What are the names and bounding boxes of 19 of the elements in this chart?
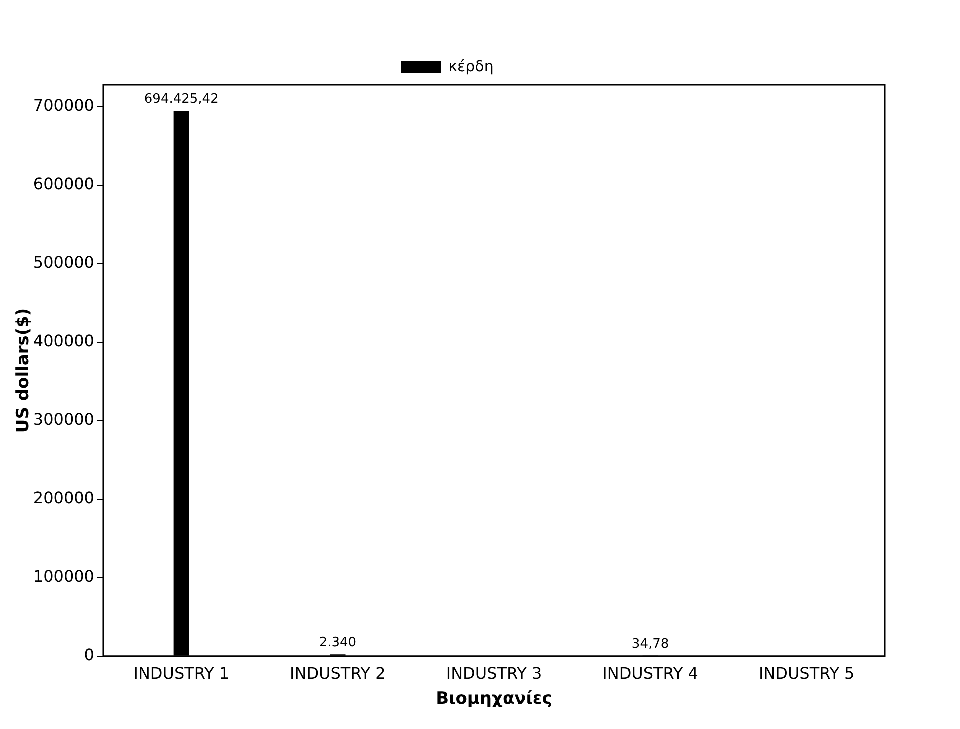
y-tick-label: 300000: [33, 410, 94, 430]
x-axis-title: Βιομηχανίες: [436, 689, 552, 710]
legend-label: κέρδη: [448, 57, 494, 76]
data-label: 2.340: [319, 635, 357, 650]
x-tick-label: INDUSTRY 4: [602, 664, 698, 684]
y-tick-label: 600000: [33, 174, 94, 194]
x-tick-label: INDUSTRY 2: [290, 664, 386, 684]
x-tick-label: INDUSTRY 5: [758, 664, 855, 684]
y-tick-label: 0: [84, 646, 94, 665]
y-tick-label: 400000: [33, 332, 94, 351]
x-tick-label: INDUSTRY 1: [134, 664, 230, 684]
data-label: 34,78: [632, 637, 670, 652]
y-tick-label: 700000: [33, 96, 94, 116]
y-tick-label: 100000: [33, 567, 94, 586]
y-tick-label: 500000: [33, 253, 94, 272]
x-tick-label: INDUSTRY 3: [446, 664, 542, 684]
y-axis-title: US dollars($): [14, 308, 34, 434]
y-tick-label: 200000: [33, 488, 94, 508]
data-label: 694.425,42: [144, 92, 219, 108]
